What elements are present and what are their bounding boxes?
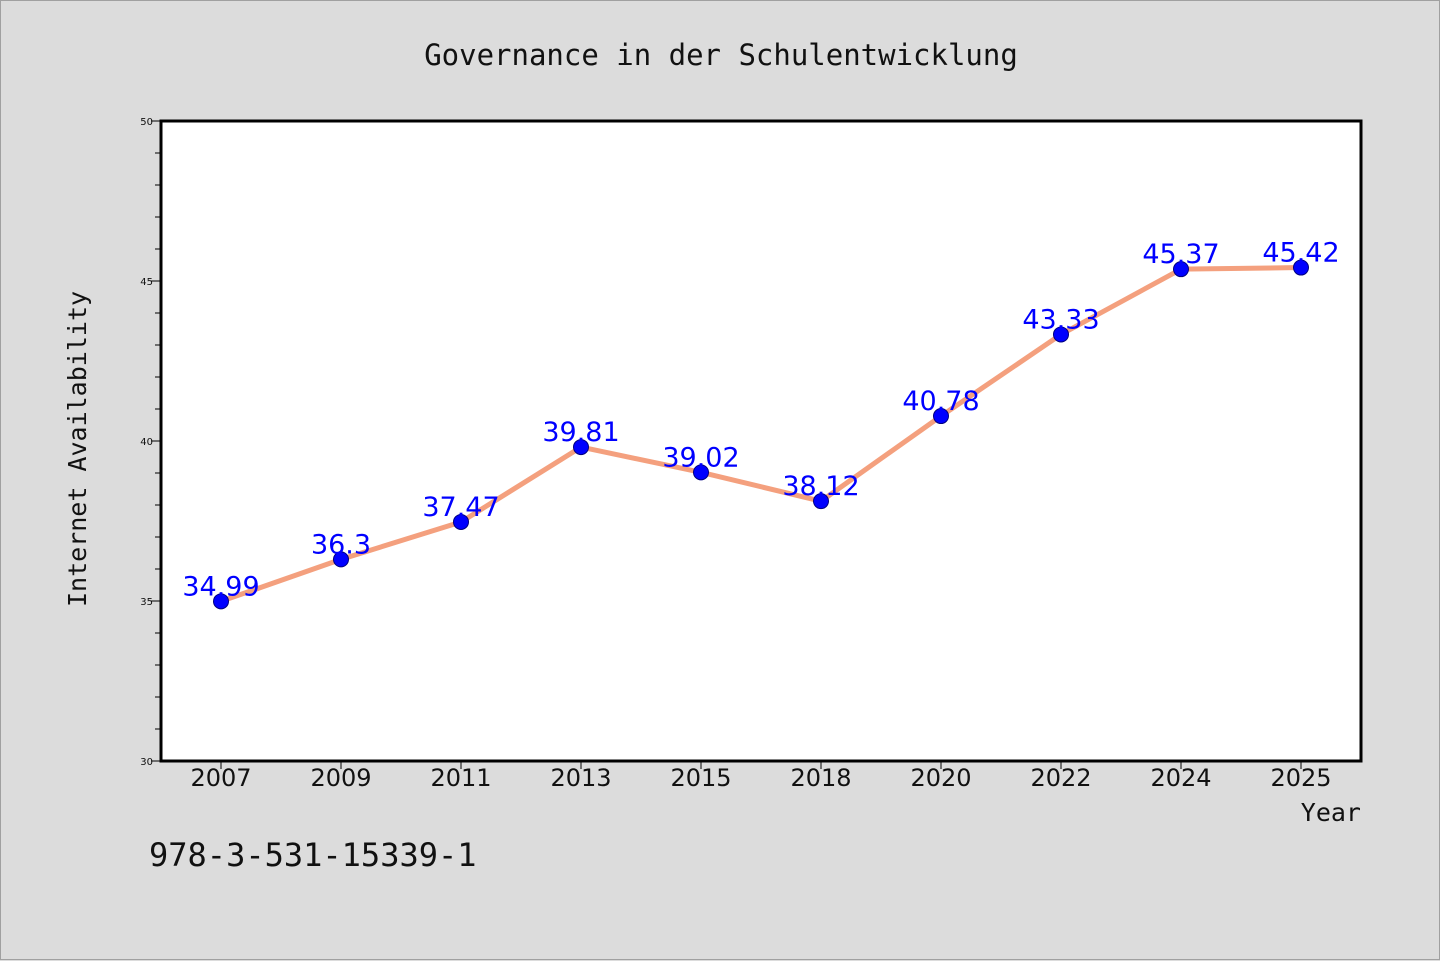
data-point	[1293, 259, 1309, 276]
data-label: 43.33	[1022, 304, 1099, 335]
y-axis-title: Internet Availability	[63, 291, 92, 607]
data-labels: 34.99 36.3 37.47 39.81 39.02 38.12 40.78 43.33 4…	[182, 238, 1339, 603]
data-markers	[213, 259, 1309, 610]
x-tick-label: 2015	[670, 764, 731, 792]
data-label: 34.99	[182, 571, 259, 602]
chart-title: Governance in der Schulentwicklung	[424, 38, 1018, 72]
data-label: 39.81	[542, 417, 619, 448]
data-point	[693, 464, 709, 481]
data-point	[1053, 326, 1069, 343]
x-tick-label: 2024	[1150, 764, 1211, 792]
data-label: 45.37	[1142, 239, 1219, 270]
data-point	[933, 408, 949, 425]
data-label: 45.42	[1262, 238, 1339, 269]
data-point	[813, 493, 829, 510]
footer-code: 978-3-531-15339-1	[149, 836, 477, 874]
x-axis: 2007 2009 2011 2013 2015 2018 2020 2022 2024 2025	[190, 761, 1332, 792]
data-label: 38.12	[782, 471, 859, 502]
x-tick-label: 2007	[190, 764, 251, 792]
x-tick-label: 2022	[1030, 764, 1091, 792]
plot-area	[159, 119, 1363, 763]
y-tick-label: 40	[140, 437, 153, 448]
x-tick-label: 2018	[790, 764, 851, 792]
data-point	[333, 551, 349, 568]
y-tick-label: 30	[140, 757, 153, 768]
x-tick-label: 2020	[910, 764, 971, 792]
y-tick-label: 35	[140, 597, 153, 608]
data-label: 37.47	[422, 492, 499, 523]
y-tick-label: 45	[140, 277, 153, 288]
x-tick-label: 2025	[1270, 764, 1331, 792]
data-point	[213, 593, 229, 610]
y-axis: 30 35 40 45 50	[140, 117, 161, 768]
data-label: 40.78	[902, 386, 979, 417]
series-line	[220, 265, 1302, 604]
x-tick-label: 2013	[550, 764, 611, 792]
data-label: 39.02	[662, 442, 739, 473]
x-tick-label: 2011	[430, 764, 491, 792]
x-axis-title: Year	[1301, 798, 1361, 827]
data-point	[573, 439, 589, 456]
data-point	[1173, 261, 1189, 278]
data-label: 36.3	[311, 529, 371, 560]
y-tick-label: 50	[140, 117, 153, 128]
data-point	[453, 513, 469, 530]
x-tick-label: 2009	[310, 764, 371, 792]
